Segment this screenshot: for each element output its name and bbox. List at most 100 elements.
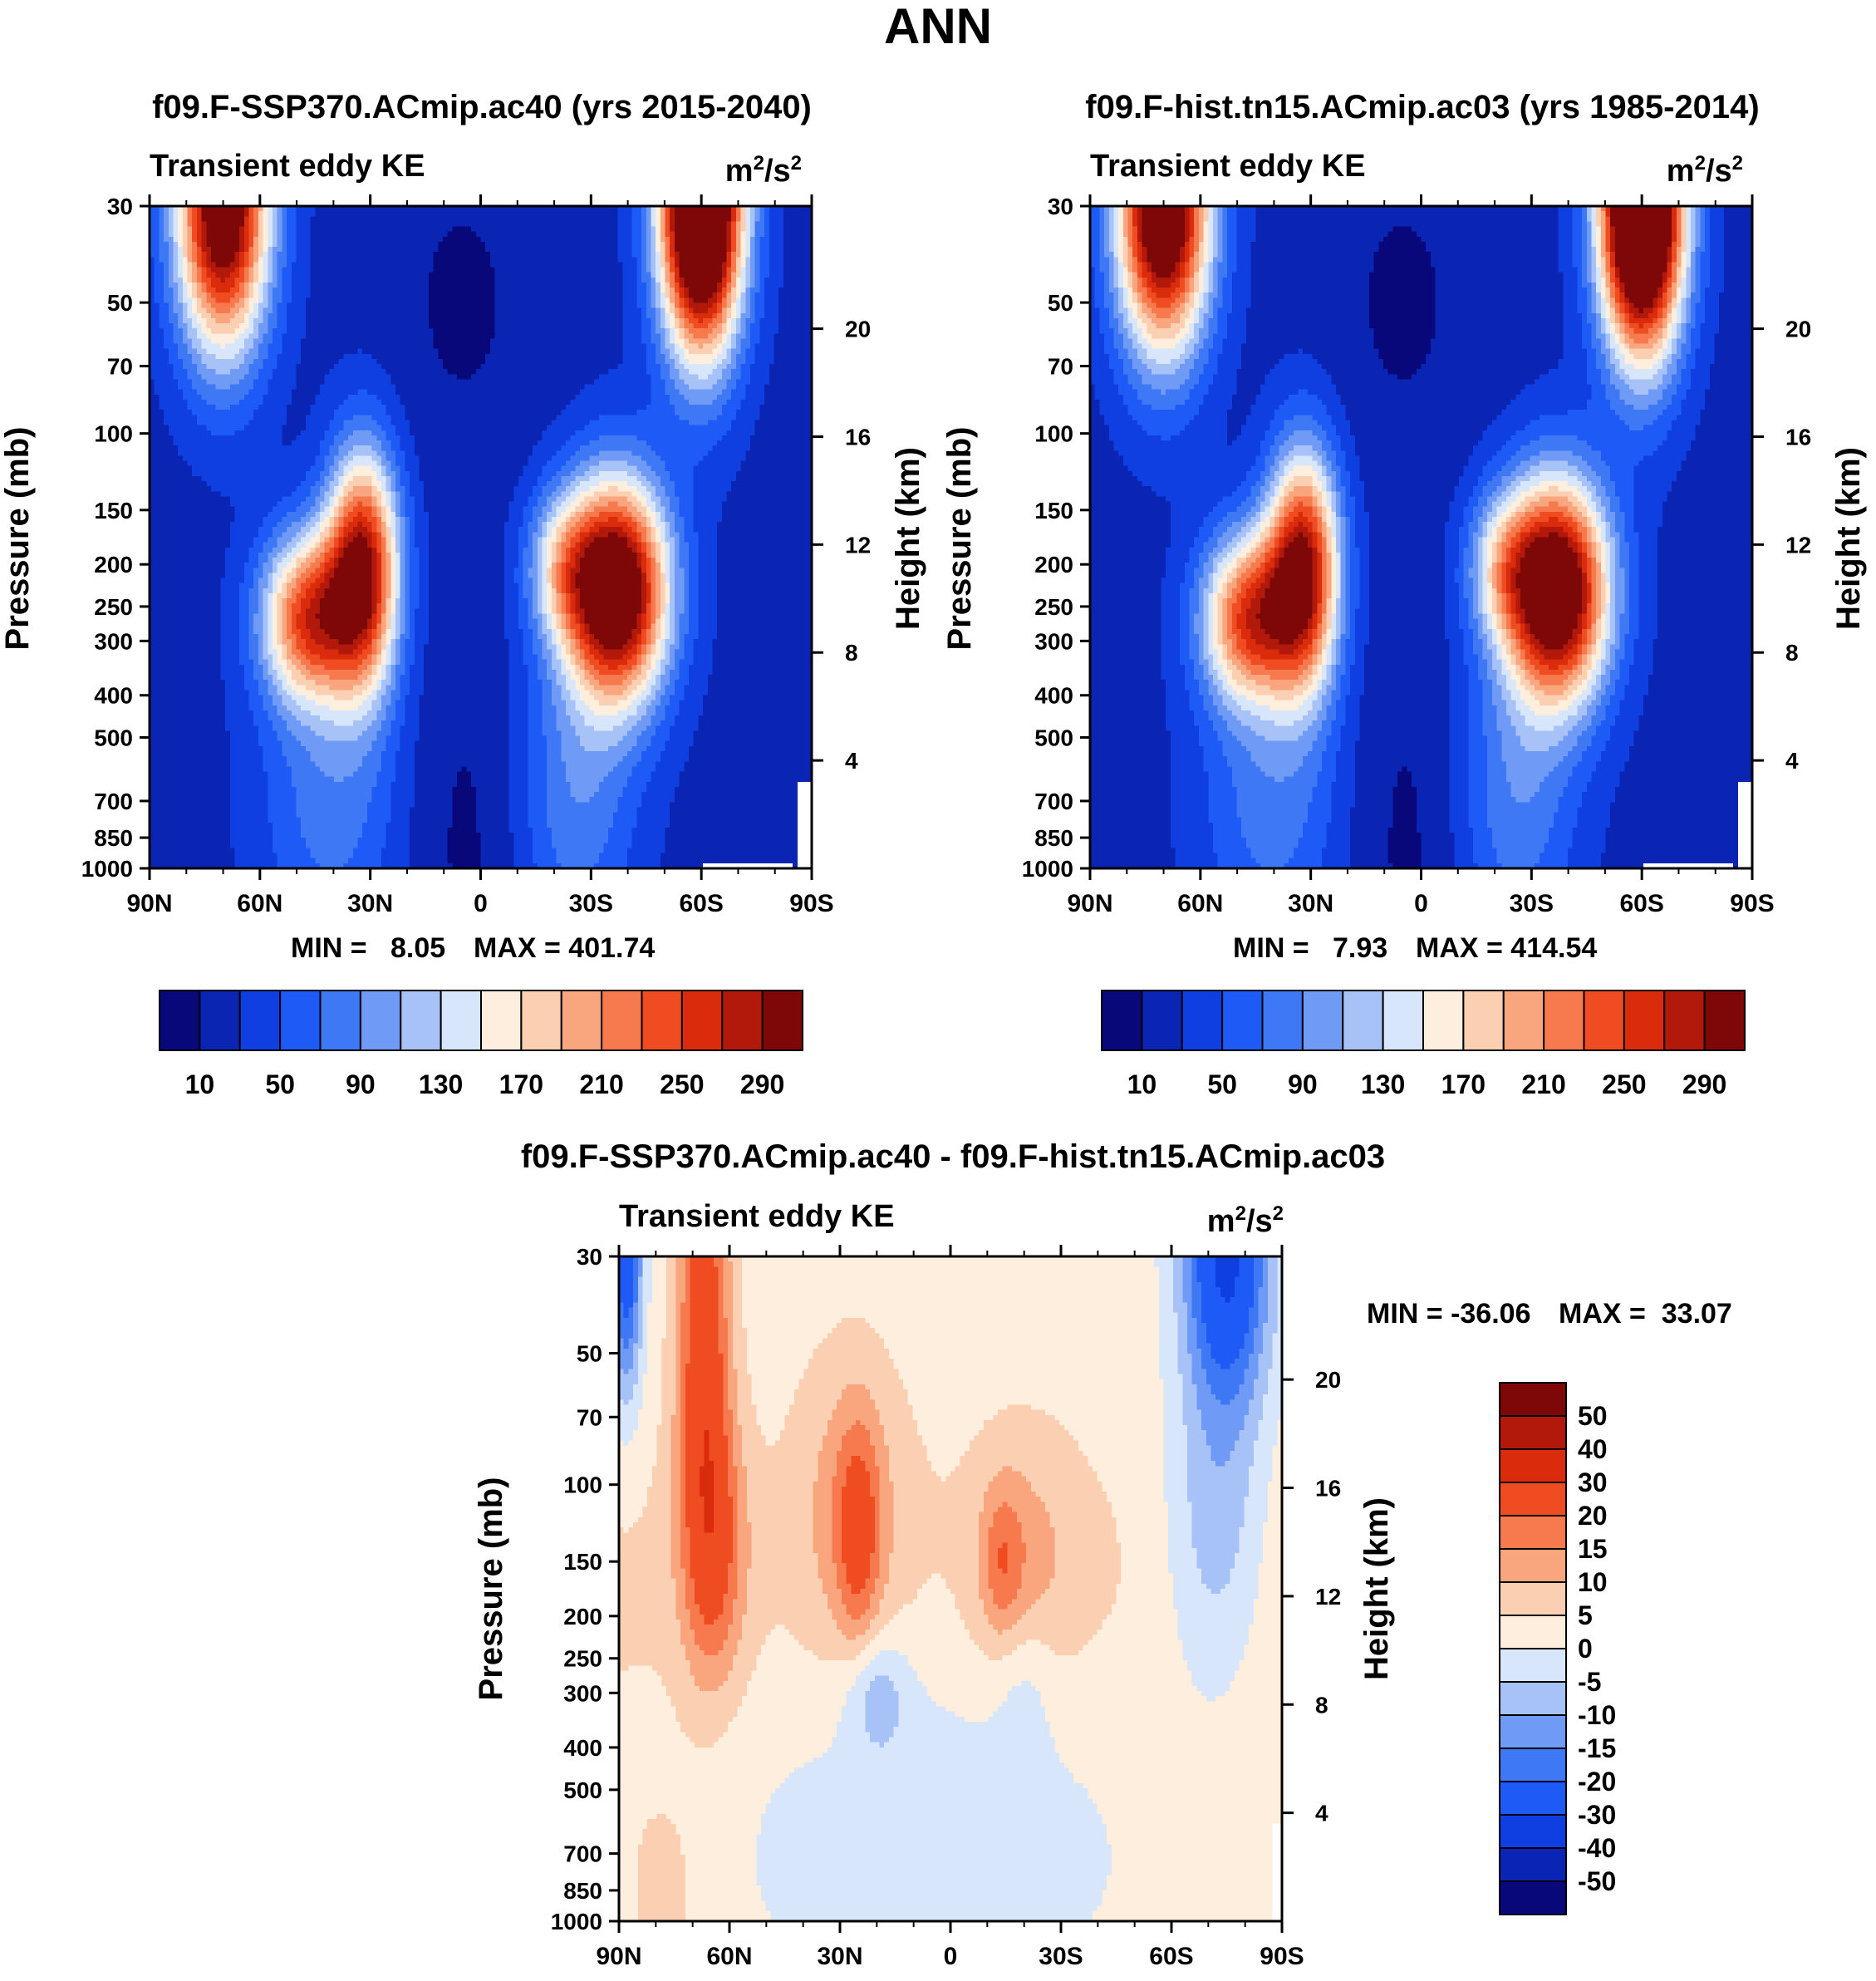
y-tick-label: 1000 [81, 856, 133, 882]
colorbar-box [761, 990, 803, 1051]
colorbar-label: -15 [1578, 1733, 1616, 1763]
y2-tick-label: 8 [1315, 1692, 1328, 1718]
colorbar-label: 10 [1127, 1069, 1157, 1099]
y2-tick-label: 20 [1315, 1367, 1341, 1393]
y-tick-label: 1000 [551, 1909, 602, 1934]
y-tick-label: 300 [563, 1680, 602, 1706]
y2-tick-label: 16 [1315, 1476, 1341, 1502]
panel-b-axes: 90N 60N 30N 0 30S 60S 90S 30 50 70 100 150 200 250 300… [1022, 194, 1811, 917]
y-tick-label: 400 [94, 683, 133, 709]
colorbar-box [400, 990, 442, 1051]
colorbar-label: 250 [660, 1069, 704, 1099]
colorbar-box [641, 990, 683, 1051]
x-tick-label: 60N [237, 890, 282, 917]
y-tick-label: 100 [563, 1472, 602, 1498]
x-tick-label: 60S [1149, 1943, 1193, 1970]
figure-title: ANN [884, 0, 992, 54]
panel-ssp370: f09.F-SSP370.ACmip.ac40 (yrs 2015-2040) … [0, 89, 926, 1099]
panel-a-axes: 90N 60N 30N 0 30S 60S 90S 30 50 70 100 150 200 250 300… [81, 194, 871, 917]
y2-tick-label: 8 [845, 640, 858, 666]
colorbar-box [1499, 1748, 1567, 1782]
y2-tick-label: 4 [1785, 748, 1799, 774]
y-tick-label: 700 [563, 1841, 602, 1867]
x-tick-label: 30N [817, 1943, 862, 1970]
colorbar-box [1261, 990, 1304, 1051]
colorbar-label: 130 [1361, 1069, 1405, 1099]
x-tick-label: 90N [126, 890, 172, 917]
x-tick-label: 30S [1039, 1943, 1083, 1970]
colorbar-box [1181, 990, 1224, 1051]
colorbar-label: 0 [1578, 1634, 1593, 1664]
colorbar-box [1499, 1681, 1567, 1716]
colorbar-label: -20 [1578, 1767, 1616, 1797]
colorbar-label: -30 [1578, 1800, 1616, 1830]
y2-tick-label: 12 [1315, 1584, 1341, 1610]
panel-b-max: MAX = 414.54 [1416, 932, 1597, 964]
panel-a-colorbar: 10 50 90 130 170 210 250 290 [159, 990, 803, 1099]
colorbar-box [1703, 990, 1746, 1051]
colorbar-label: 50 [1207, 1069, 1237, 1099]
colorbar-box [359, 990, 402, 1051]
colorbar-label: 15 [1578, 1534, 1608, 1564]
colorbar-label: 250 [1602, 1069, 1646, 1099]
colorbar-box [440, 990, 482, 1051]
colorbar-box [1499, 1382, 1567, 1417]
panel-c-plot [619, 1256, 1283, 1922]
colorbar-label: -10 [1578, 1700, 1616, 1730]
panel-b-min: MIN = 7.93 [1233, 932, 1387, 964]
y-tick-label: 70 [1048, 354, 1073, 380]
x-tick-label: 60S [1619, 890, 1663, 917]
colorbar-box [1543, 990, 1585, 1051]
panel-a-min: MIN = 8.05 [291, 932, 445, 964]
colorbar-label: 210 [1521, 1069, 1565, 1099]
y-tick-label: 400 [1034, 683, 1073, 709]
y-tick-label: 50 [1048, 290, 1073, 316]
y-tick-label: 850 [1034, 825, 1073, 851]
y-tick-label: 70 [577, 1404, 602, 1430]
panel-c-axes: 90N 60N 30N 0 30S 60S 90S 30 50 70 100 150 200 250 300… [551, 1244, 1341, 1970]
colorbar-label: -40 [1578, 1833, 1616, 1863]
x-tick-label: 30S [1510, 890, 1554, 917]
y-tick-label: 70 [107, 354, 133, 380]
colorbar-box [601, 990, 643, 1051]
panel-c-ylabel: Pressure (mb) [473, 1477, 509, 1701]
y2-tick-label: 12 [845, 532, 871, 558]
panel-difference: f09.F-SSP370.ACmip.ac40 - f09.F-hist.tn1… [473, 1138, 1732, 1970]
y2-tick-label: 12 [1785, 532, 1811, 558]
x-tick-label: 30N [347, 890, 393, 917]
colorbar-box [1301, 990, 1344, 1051]
panel-b-y2label: Height (km) [1830, 447, 1867, 630]
colorbar-box [1221, 990, 1264, 1051]
y-tick-label: 50 [577, 1341, 602, 1367]
colorbar-box [1499, 1482, 1567, 1516]
colorbar-box [1499, 1880, 1567, 1915]
colorbar-label: 10 [1578, 1567, 1608, 1597]
colorbar-label: 30 [1578, 1467, 1608, 1497]
x-tick-label: 0 [474, 890, 488, 917]
y-tick-label: 400 [563, 1735, 602, 1761]
colorbar-label: 10 [185, 1069, 215, 1099]
colorbar-box [560, 990, 603, 1051]
colorbar-box [721, 990, 764, 1051]
y-tick-label: 200 [563, 1604, 602, 1630]
panel-b-plot [1090, 206, 1753, 869]
colorbar-label: 5 [1578, 1600, 1593, 1630]
x-tick-label: 0 [944, 1943, 958, 1970]
y2-tick-label: 20 [1785, 317, 1811, 342]
colorbar-box [199, 990, 241, 1051]
y2-tick-label: 4 [1315, 1801, 1328, 1826]
colorbar-box [1502, 990, 1545, 1051]
colorbar-box [1141, 990, 1183, 1051]
y-tick-label: 50 [107, 290, 133, 316]
colorbar-box [1382, 990, 1424, 1051]
colorbar-box [279, 990, 322, 1051]
colorbar-box [1499, 1448, 1567, 1483]
panel-c-max: MAX = 33.07 [1559, 1298, 1732, 1330]
panel-c-subtitle: Transient eddy KE [619, 1199, 895, 1234]
y2-tick-label: 20 [845, 317, 871, 342]
y-tick-label: 250 [94, 594, 133, 620]
x-tick-label: 60N [1177, 890, 1223, 917]
panel-a-y2label: Height (km) [890, 447, 926, 630]
